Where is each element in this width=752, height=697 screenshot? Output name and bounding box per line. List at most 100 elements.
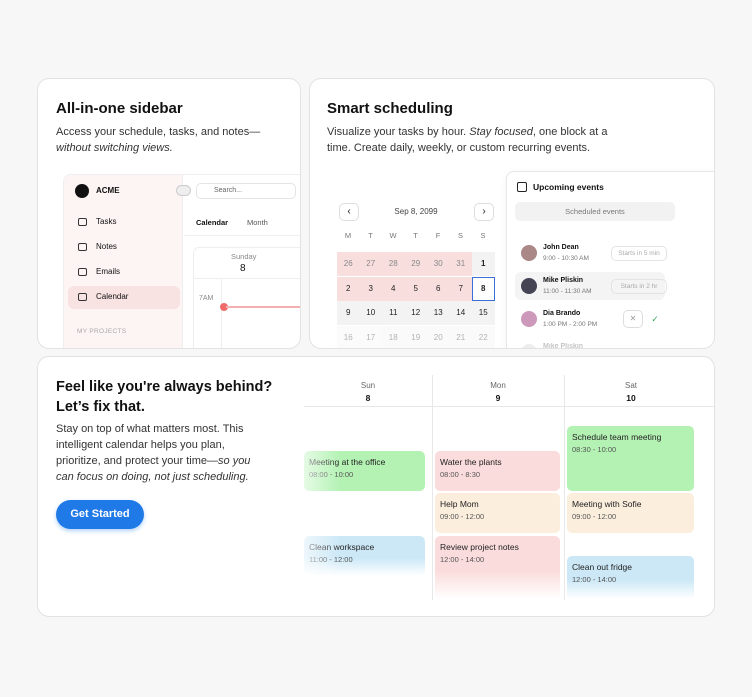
day-cell[interactable]: 1 xyxy=(472,252,495,276)
app-preview: ACME Search... Tasks Notes Emails Calendar MY … xyxy=(63,174,300,348)
day-cell[interactable]: 7 xyxy=(449,276,472,301)
workspace-name: ACME xyxy=(96,186,120,195)
get-started-button[interactable]: Get Started xyxy=(56,500,144,529)
day-cell[interactable]: 16 xyxy=(337,325,360,348)
card-title: Smart scheduling xyxy=(327,100,453,117)
nav-icon xyxy=(78,243,87,251)
scheduling-card: Smart scheduling Visualize your tasks by… xyxy=(309,78,715,349)
card-description: Visualize your tasks by hour. Stay focus… xyxy=(327,124,617,156)
text: Feel like you're always behind? xyxy=(56,379,273,395)
weekday: S xyxy=(480,231,486,240)
nav-active xyxy=(68,286,180,309)
day-date: 10 xyxy=(626,393,636,403)
day-cell[interactable]: 8 xyxy=(472,276,495,301)
prev-button[interactable]: ‹ xyxy=(339,203,359,221)
nav-item[interactable]: Emails xyxy=(96,267,121,276)
avatar xyxy=(521,278,537,294)
sidebar-panel xyxy=(64,175,183,348)
search[interactable]: Search... xyxy=(196,183,296,199)
tab[interactable]: Calendar xyxy=(196,218,229,227)
day-cell[interactable]: 26 xyxy=(337,252,360,276)
month-label: Sep 8, 2099 xyxy=(394,207,438,216)
event-time: 9:00 - 10:30 AM xyxy=(543,255,589,262)
text: Visualize your tasks by hour. xyxy=(327,126,470,138)
day-cell[interactable]: 17 xyxy=(359,325,382,348)
calendar-icon xyxy=(517,182,527,192)
hero-card: Feel like you're always behind? Let’s fix… xyxy=(37,356,715,617)
event-title: Meeting with Sofie xyxy=(572,499,642,509)
day-cell[interactable]: 11 xyxy=(382,301,405,325)
day-cell[interactable]: 15 xyxy=(472,301,495,325)
nav-icon xyxy=(78,218,87,226)
day-cell[interactable]: 2 xyxy=(337,276,360,301)
upcoming-panel: Upcoming events Scheduled events John Dean… xyxy=(506,171,714,349)
decline-button[interactable]: ✕ xyxy=(623,310,643,328)
event-title: Water the plants xyxy=(440,457,502,467)
person-name: Mike Pliskin xyxy=(543,343,584,349)
next-button[interactable]: › xyxy=(474,203,494,221)
day-cell[interactable]: 28 xyxy=(382,252,405,276)
event-time: 09:00 - 12:00 xyxy=(440,512,485,521)
sidebar-card: All-in-one sidebar Access your schedule,… xyxy=(37,78,301,349)
text: Access your schedule, tasks, and notes— xyxy=(56,126,261,138)
event-block[interactable]: Water the plants 08:00 - 8:30 xyxy=(435,451,560,491)
avatar xyxy=(521,311,537,327)
day-cell[interactable]: 20 xyxy=(427,325,450,348)
day-cell[interactable]: 3 xyxy=(359,276,382,301)
event-row: Mike Pliskin 11:00 - 11:30 AM Starts in 2 … xyxy=(515,272,667,300)
event-block[interactable]: Clean out fridge 12:00 - 14:00 xyxy=(567,556,694,599)
event-title: Meeting at the office xyxy=(309,457,386,467)
day-cell[interactable]: 27 xyxy=(359,252,382,276)
text: Let’s fix that. xyxy=(56,399,145,415)
weekday: T xyxy=(368,231,373,240)
event-time: 08:30 - 10:00 xyxy=(572,445,617,454)
time-label: 7AM xyxy=(199,295,214,302)
event-time: 11:00 - 11:30 AM xyxy=(543,288,592,295)
day-date: 9 xyxy=(495,393,501,403)
day-panel: Sunday 8 7AM xyxy=(193,247,300,348)
event-block[interactable]: Clean workspace 11:00 - 12:00 xyxy=(304,536,425,576)
day-cell[interactable]: 21 xyxy=(449,325,472,348)
column-line xyxy=(564,375,565,600)
accept-button[interactable]: ✓ xyxy=(651,314,659,324)
text: without switching views. xyxy=(56,142,173,154)
toggle xyxy=(176,185,191,196)
event-block[interactable]: Review project notes 12:00 - 14:00 xyxy=(435,536,560,599)
day-cell[interactable]: 13 xyxy=(427,301,450,325)
day-cell[interactable]: 5 xyxy=(404,276,427,301)
day-cell[interactable]: 19 xyxy=(404,325,427,348)
day-date: 8 xyxy=(365,393,371,403)
event-title: Help Mom xyxy=(440,499,479,509)
person-name: John Dean xyxy=(543,244,579,251)
day-cell[interactable]: 10 xyxy=(359,301,382,325)
day-cell[interactable]: 31 xyxy=(449,252,472,276)
nav-item[interactable]: Calendar xyxy=(96,292,129,301)
nav-item[interactable]: Notes xyxy=(96,242,117,251)
now-dot xyxy=(220,303,228,311)
nav-item[interactable]: Tasks xyxy=(96,217,117,226)
event-block[interactable]: Meeting with Sofie 09:00 - 12:00 xyxy=(567,493,694,533)
event-block[interactable]: Help Mom 09:00 - 12:00 xyxy=(435,493,560,533)
event-time: 12:00 - 14:00 xyxy=(572,575,617,584)
day-cell[interactable]: 29 xyxy=(404,252,427,276)
day-cell[interactable]: 14 xyxy=(449,301,472,325)
day-name: Sunday xyxy=(231,252,257,261)
day-cell[interactable]: 6 xyxy=(427,276,450,301)
card-description: Access your schedule, tasks, and notes— w… xyxy=(56,124,286,156)
day-cell[interactable]: 30 xyxy=(427,252,450,276)
tab[interactable]: Month xyxy=(247,218,268,227)
day-cell[interactable]: 22 xyxy=(472,325,495,348)
event-title: Clean out fridge xyxy=(572,562,633,572)
weekday: S xyxy=(457,231,463,240)
day-cell[interactable]: 18 xyxy=(382,325,405,348)
avatar xyxy=(521,344,537,348)
day-cell[interactable]: 4 xyxy=(382,276,405,301)
day-cell[interactable]: 12 xyxy=(404,301,427,325)
events-tab[interactable]: Scheduled events xyxy=(515,202,675,221)
weekday: F xyxy=(435,231,441,240)
event-block[interactable]: Schedule team meeting 08:30 - 10:00 xyxy=(567,426,694,491)
day-cell[interactable]: 9 xyxy=(337,301,360,325)
event-block[interactable]: Meeting at the office 08:00 - 10:00 xyxy=(304,451,425,491)
weekday: T xyxy=(413,231,418,240)
day-name: Sun xyxy=(360,381,376,390)
